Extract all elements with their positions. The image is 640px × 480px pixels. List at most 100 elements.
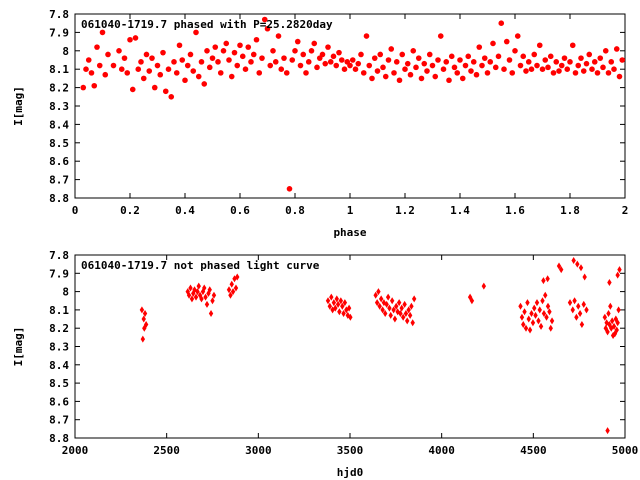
unphased-data-point [389,297,395,305]
unphased-data-point [525,299,530,307]
unphased-data-point [578,264,584,272]
phased-data-point [281,55,287,61]
unphased-data-point [329,293,334,301]
unphased-data-point [185,288,190,296]
phased-data-point [283,70,290,76]
phased-data-point [457,57,463,63]
phased-data-point [190,68,197,74]
unphased-data-point [616,306,621,314]
phased-data-point [204,48,210,54]
phased-data-point [242,66,249,72]
phased-data-point [600,64,606,71]
unphased-data-point [469,297,475,305]
phased-data-point [586,51,593,58]
unphased-data-point [543,291,548,299]
phased-data-point [388,46,395,52]
phased-x-tick-label: 1 [347,204,354,217]
unphased-data-point [399,304,404,312]
unphased-x-tick-label: 4000 [428,444,455,457]
unphased-data-point [572,297,577,305]
phased-data-point [96,62,103,69]
unphased-x-tick-label: 4500 [520,444,547,457]
phased-x-tick-label: 0.4 [175,204,195,217]
unphased-data-point [334,295,339,303]
phased-data-point [209,55,216,61]
phased-y-tick-label: 8.3 [49,100,69,113]
unphased-x-tick-label: 2500 [153,444,180,457]
unphased-data-point [188,284,193,292]
phased-data-point [341,66,348,72]
phased-data-point [404,60,411,67]
unphased-data-point [405,317,410,325]
unphased-data-point [617,266,622,274]
phased-data-point [85,57,92,63]
phased-data-point [325,44,331,50]
unphased-data-point [406,306,411,314]
unphased-y-tick-label: 8.3 [49,341,69,354]
phased-data-point [338,57,345,63]
phased-data-point [558,62,565,69]
phased-data-point [490,40,496,47]
unphased-y-tick-label: 8.7 [49,414,69,427]
phased-data-point [426,51,433,58]
unphased-data-point [338,297,344,305]
unphased-data-point [191,289,196,297]
phased-data-point [250,51,257,58]
phased-x-tick-label: 2 [622,204,629,217]
unphased-data-point [571,256,576,264]
phased-data-point [253,36,260,43]
unphased-data-point [615,271,620,279]
unphased-data-point [579,321,585,329]
phased-data-point [278,66,285,72]
phased-data-point [402,66,408,72]
unphased-y-tick-label: 8.1 [49,304,69,317]
unphased-data-point [143,321,149,329]
phased-data-point [553,59,560,65]
phased-data-point [492,64,499,71]
unphased-y-tick-label: 8.4 [49,359,69,372]
phased-data-point [322,60,329,67]
phased-data-point [286,186,293,192]
unphased-y-tick-label: 8.2 [49,322,69,335]
unphased-data-point [142,310,148,318]
unphased-x-tick-label: 2000 [62,444,89,457]
phased-data-point [349,57,356,63]
phased-data-point [198,59,205,65]
phased-data-point [121,55,128,61]
unphased-data-point [335,300,341,308]
phased-data-point [352,66,359,72]
phased-data-point [531,51,538,58]
phased-data-point [509,70,516,76]
phased-data-point [421,60,428,67]
phased-data-point [292,48,298,54]
phased-data-point [311,40,318,47]
unphased-data-point [533,311,538,319]
phased-data-point [484,70,491,76]
phased-data-point [314,64,320,71]
unphased-data-point [534,299,540,307]
unphased-data-point [400,313,406,321]
phased-x-tick-label: 0.8 [285,204,305,217]
unphased-y-tick-label: 7.9 [49,267,69,280]
unphased-data-point [403,310,409,318]
phased-x-tick-label: 1.6 [505,204,525,217]
phased-data-point [465,53,472,60]
phased-data-point [514,33,521,39]
phased-data-point [248,59,254,65]
unphased-data-point [607,278,612,286]
phased-data-point [358,51,364,58]
phased-data-point [215,59,221,65]
unphased-data-point [141,315,146,323]
phased-x-tick-label: 0.2 [120,204,140,217]
unphased-data-point [377,302,382,310]
unphased-data-point [193,293,199,301]
unphased-data-point [139,306,145,314]
unphased-data-point [340,302,345,310]
unphased-data-point [337,308,342,316]
phased-data-point [371,55,378,61]
unphased-data-point [614,326,619,334]
unphased-data-point [411,295,417,303]
phased-data-point [102,71,109,78]
phased-data-point [556,68,562,74]
phased-data-point [289,57,296,63]
